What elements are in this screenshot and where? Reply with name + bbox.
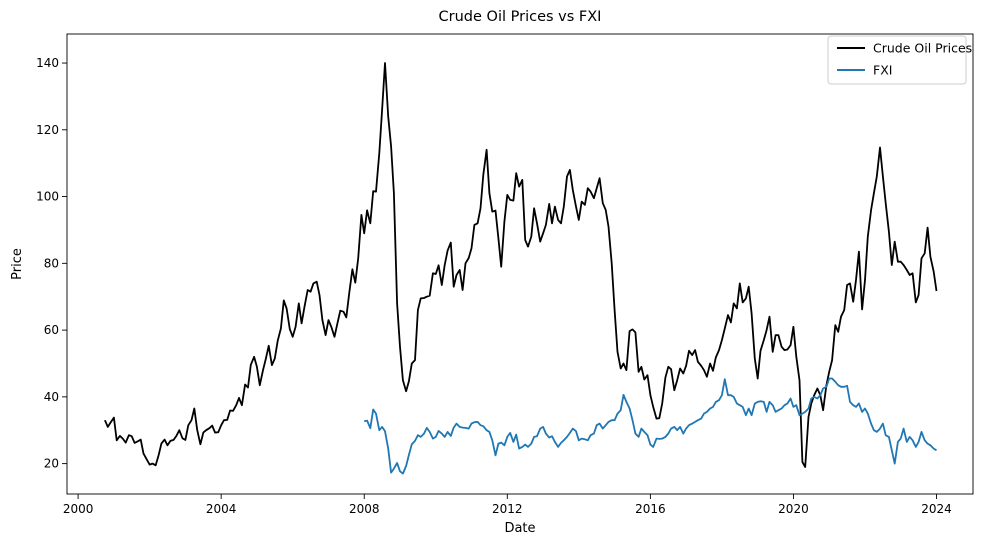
y-tick-label: 80 (44, 256, 59, 270)
plot-frame (66, 33, 974, 495)
chart-title: Crude Oil Prices vs FXI (439, 9, 602, 25)
x-tick-label: 2004 (206, 502, 237, 516)
x-tick-label: 2024 (921, 502, 952, 516)
x-tick-label: 2000 (63, 502, 94, 516)
x-tick-label: 2020 (778, 502, 809, 516)
series-layer (104, 62, 938, 475)
x-axis-label: Date (504, 521, 535, 536)
y-tick-label: 120 (36, 123, 59, 137)
legend-label-crude-oil: Crude Oil Prices (873, 41, 972, 56)
legend-label-fxi: FXI (873, 63, 892, 78)
x-tick-label: 2008 (349, 502, 380, 516)
y-tick-label: 40 (44, 390, 59, 404)
y-axis: 20 40 60 80 100 120 140 (36, 56, 67, 471)
x-axis: 2000 2004 2008 2012 2016 2020 2024 (63, 494, 952, 516)
legend: Crude Oil Prices FXI (827, 35, 972, 85)
series-line-fxi (364, 377, 937, 475)
y-axis-label: Price (10, 248, 25, 280)
y-tick-label: 140 (36, 56, 59, 70)
x-tick-label: 2012 (492, 502, 523, 516)
x-tick-label: 2016 (635, 502, 666, 516)
y-tick-label: 20 (44, 457, 59, 471)
series-line-crude-oil (104, 62, 938, 468)
y-tick-label: 100 (36, 190, 59, 204)
plot-area (66, 33, 974, 495)
y-tick-label: 60 (44, 323, 59, 337)
